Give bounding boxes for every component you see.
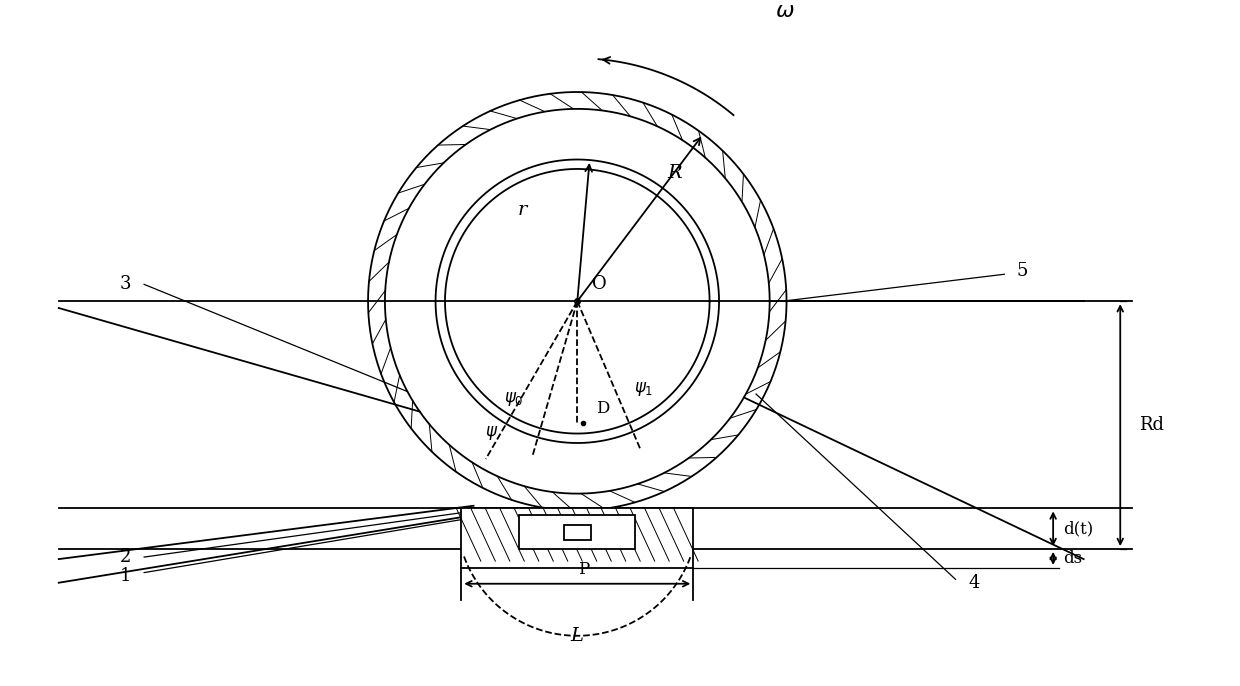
Text: ds: ds: [1063, 550, 1083, 567]
Text: D: D: [595, 400, 609, 416]
Text: 2: 2: [120, 548, 131, 566]
Text: 4: 4: [968, 573, 980, 592]
Text: $\psi_0$: $\psi_0$: [505, 390, 523, 408]
Text: L: L: [570, 626, 584, 645]
Text: r: r: [518, 201, 527, 219]
Bar: [461, 508, 693, 568]
Bar: [520, 515, 635, 549]
Text: $\psi$: $\psi$: [485, 424, 498, 442]
Text: 1: 1: [120, 567, 131, 585]
Text: $\omega$: $\omega$: [775, 0, 795, 22]
Text: 5: 5: [1017, 262, 1028, 280]
Text: $\psi_1$: $\psi_1$: [634, 380, 652, 398]
Text: 3: 3: [120, 275, 131, 294]
Text: d(t): d(t): [1063, 520, 1094, 537]
Text: R: R: [667, 164, 682, 182]
Bar: [564, 525, 590, 539]
Text: O: O: [591, 275, 606, 293]
Text: Rd: Rd: [1138, 416, 1163, 434]
Text: P: P: [578, 561, 589, 578]
